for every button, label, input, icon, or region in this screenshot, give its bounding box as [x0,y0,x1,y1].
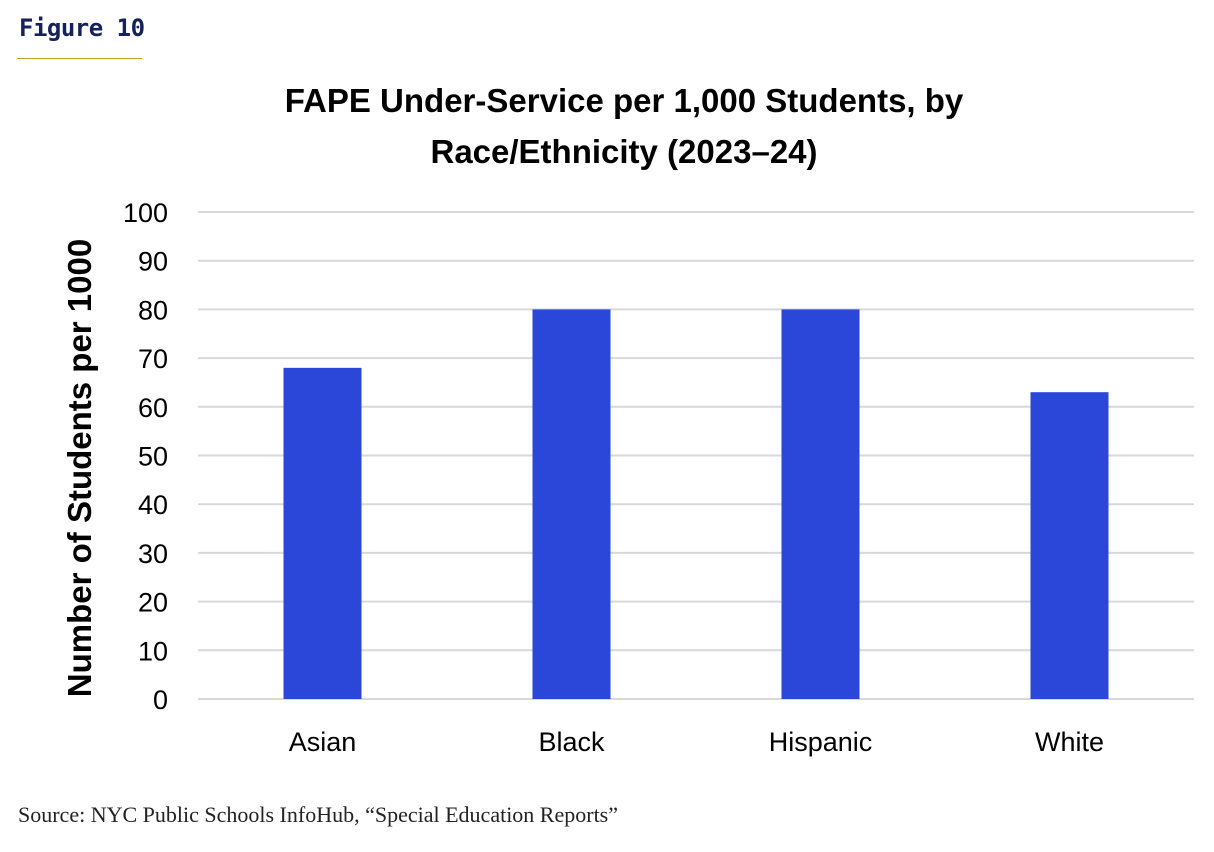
x-tick-label: White [1035,727,1104,757]
bar-chart: FAPE Under-Service per 1,000 Students, b… [61,82,1194,757]
y-tick-label: 40 [138,490,168,520]
figure-label: Figure 10 [19,14,145,42]
x-tick-label: Black [538,727,605,757]
bar-black [532,309,611,699]
y-tick-label: 0 [153,685,168,715]
y-tick-label: 10 [138,636,168,666]
y-axis-label: Number of Students per 1000 [61,239,98,697]
chart-title-line: FAPE Under-Service per 1,000 Students, b… [285,82,964,119]
y-tick-label: 50 [138,442,168,472]
figure-divider [17,58,142,59]
source-note: Source: NYC Public Schools InfoHub, “Spe… [18,802,619,827]
chart-title-line: Race/Ethnicity (2023–24) [430,133,817,170]
y-tick-label: 60 [138,393,168,423]
y-tick-label: 100 [123,198,168,228]
bar-hispanic [781,309,860,699]
y-tick-label: 30 [138,539,168,569]
y-tick-label: 20 [138,588,168,618]
y-tick-label: 90 [138,247,168,277]
x-tick-label: Asian [289,727,357,757]
bar-white [1030,392,1109,699]
x-tick-label: Hispanic [769,727,873,757]
bar-asian [283,367,362,699]
y-tick-label: 80 [138,295,168,325]
y-tick-label: 70 [138,344,168,374]
